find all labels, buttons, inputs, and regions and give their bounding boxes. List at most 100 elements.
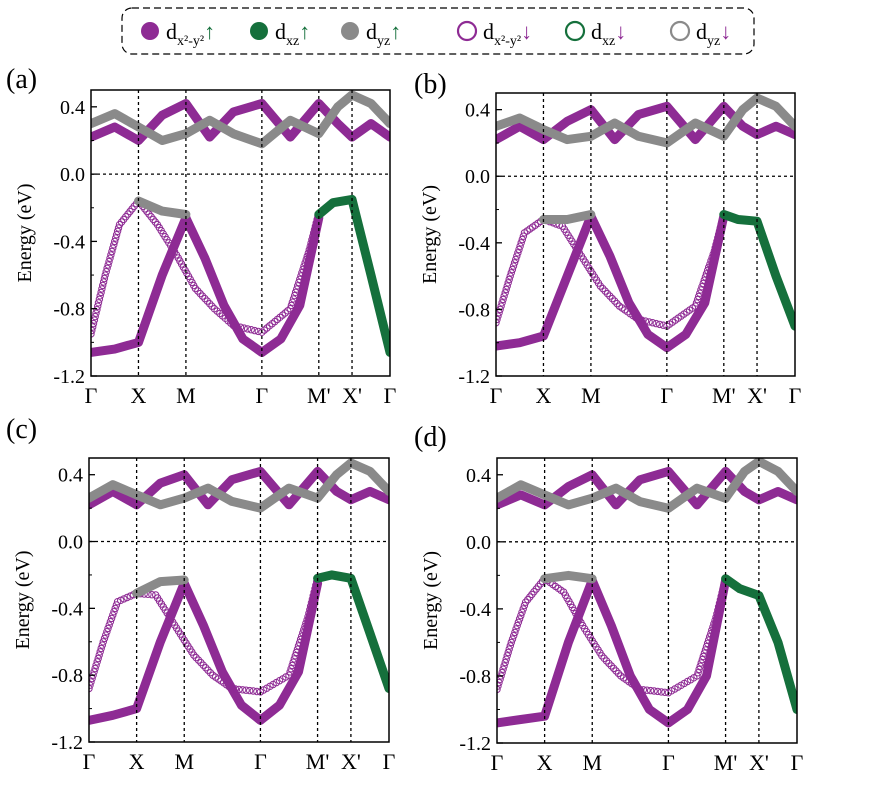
band-marker [204, 666, 212, 674]
kpoint-label: Γ [83, 749, 96, 774]
band-marker [97, 644, 105, 653]
band-marker [197, 658, 205, 667]
band-marker [692, 299, 701, 307]
band-marker [287, 665, 295, 673]
band-marker [508, 265, 517, 274]
band-marker [505, 275, 513, 284]
band-marker [112, 234, 120, 242]
kpoint-label: Γ [789, 383, 802, 408]
band-marker [306, 602, 315, 610]
kpoint-label: Γ [255, 383, 268, 408]
band-marker [309, 229, 318, 237]
band-marker [194, 656, 203, 664]
kpoint-label: X' [747, 383, 767, 408]
band-marker [706, 260, 714, 268]
band-marker [608, 294, 616, 303]
band-marker [111, 237, 119, 246]
band-marker [196, 289, 204, 298]
band-marker [101, 271, 109, 279]
band-markers-dx2y2-spin-down [134, 197, 322, 336]
band-marker [507, 638, 515, 647]
band-marker [713, 610, 721, 618]
band-line-dx2y2-spin-up [587, 575, 731, 728]
band-marker [305, 246, 313, 254]
band-marker [514, 618, 523, 626]
y-tick-label: 0.0 [465, 166, 490, 188]
band-marker [519, 605, 527, 613]
band-marker [712, 613, 720, 621]
band-marker [304, 613, 312, 621]
band-marker [243, 325, 252, 333]
band-marker [106, 254, 114, 262]
band-marker [240, 324, 248, 332]
band-marker [716, 596, 725, 604]
band-marker [715, 227, 724, 235]
band-marker [709, 623, 717, 631]
band-marker [194, 287, 202, 295]
band-marker [714, 234, 722, 242]
band-marker [711, 244, 719, 252]
band-marker [91, 323, 97, 331]
band-marker [298, 632, 306, 640]
kpoint-label: Γ [383, 749, 396, 774]
band-marker [111, 604, 119, 613]
kpoint-label: M [174, 749, 194, 774]
legend-marker [456, 20, 478, 42]
band-marker [206, 300, 214, 308]
band-marker [306, 606, 314, 614]
band-marker [654, 687, 662, 696]
band-marker [518, 235, 526, 244]
band-line-dx2y2-spin-up [497, 466, 797, 510]
band-marker [503, 282, 511, 290]
band-marker [714, 606, 722, 614]
band-marker [696, 662, 704, 670]
band-marker [94, 302, 102, 310]
y-tick-label: -1.2 [53, 366, 85, 388]
band-marker [707, 257, 715, 265]
band-marker [515, 615, 524, 623]
band-marker [201, 294, 209, 303]
band-marker [656, 320, 664, 329]
band-marker [202, 664, 210, 672]
band-marker [711, 616, 719, 625]
band-marker [510, 259, 519, 267]
band-marker [601, 287, 609, 295]
band-marker [708, 626, 716, 634]
band-marker [100, 634, 109, 643]
band-marker [516, 242, 524, 250]
band-marker [697, 659, 705, 667]
band-marker [600, 654, 608, 662]
kpoint-label: X' [341, 749, 361, 774]
band-marker [299, 629, 307, 637]
kpoint-label: Γ [254, 749, 267, 774]
kpoint-label: M' [306, 749, 330, 774]
bands [496, 93, 795, 353]
band-marker [700, 649, 709, 657]
band-marker [694, 669, 702, 677]
band-marker [92, 309, 100, 317]
y-tick-label: -0.4 [53, 231, 85, 253]
band-marker [517, 611, 525, 620]
kpoint-label: Γ [791, 750, 804, 775]
band-marker [104, 261, 112, 269]
legend-marker [341, 22, 359, 40]
band-marker [712, 240, 720, 249]
band-marker [598, 652, 606, 660]
band-marker [710, 620, 718, 628]
band-line-dxz-spin-up [313, 570, 389, 693]
band-marker [308, 236, 316, 244]
band-marker [518, 608, 526, 616]
band-line-dyz-spin-up [540, 570, 597, 584]
band-marker [91, 664, 99, 673]
band-line-dyz-spin-up [539, 210, 596, 224]
band-marker [304, 249, 312, 257]
band-marker [695, 665, 703, 674]
band-marker [698, 283, 706, 291]
y-tick-label: -0.8 [51, 665, 83, 687]
y-tick-label: 0.4 [58, 465, 83, 487]
band-marker [295, 278, 303, 287]
band-marker [290, 291, 299, 300]
